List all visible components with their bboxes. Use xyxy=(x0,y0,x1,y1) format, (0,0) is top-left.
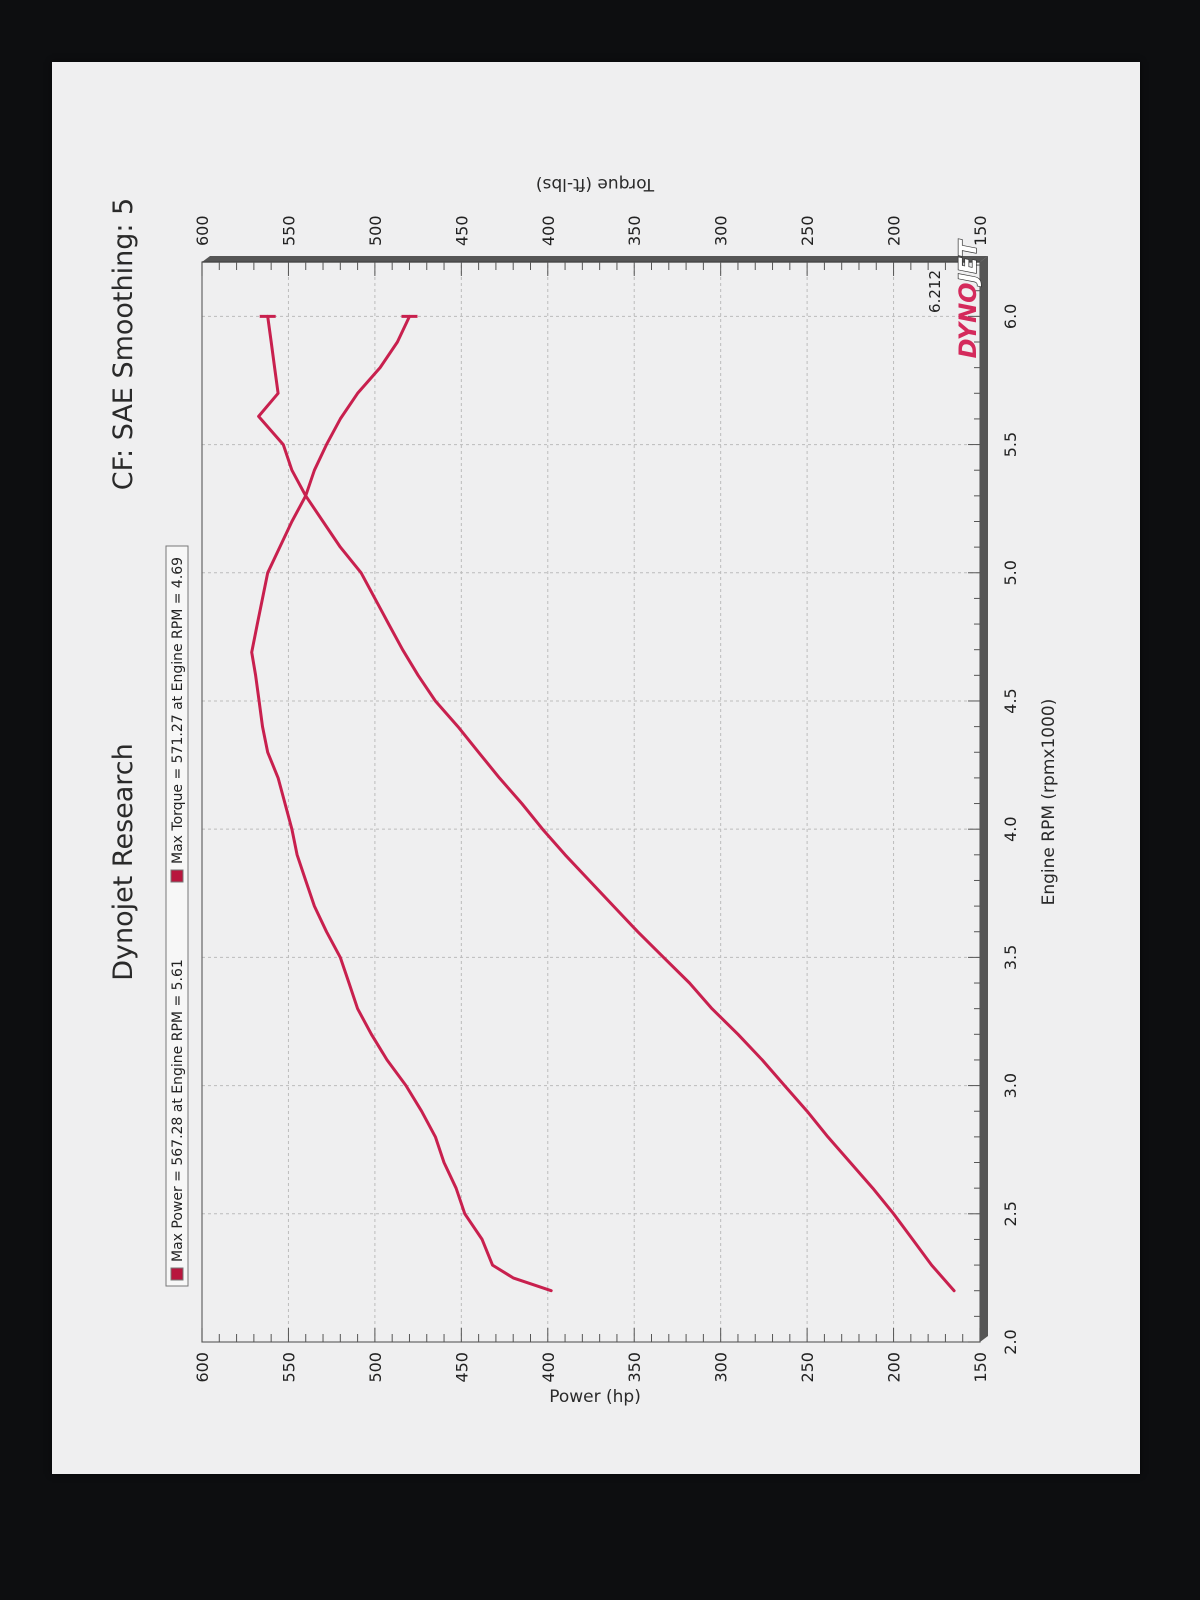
legend-entry-torque: Max Torque = 571.27 at Engine RPM = 4.69 xyxy=(170,557,186,864)
curves xyxy=(250,314,956,1293)
axis-ticks: 2.0 2.5 3.0 3.5 4.0 4.5 5.0 5.5 6.0 150 200 250 300 3… xyxy=(193,215,1020,1382)
x-tick-label: 6.0 xyxy=(1001,304,1020,329)
y-tick-label-right: 250 xyxy=(798,215,817,246)
y-tick-label-right: 300 xyxy=(712,215,731,246)
y-tick-label-left: 600 xyxy=(193,1352,212,1383)
plot-frame xyxy=(201,256,988,1343)
y-tick-label-right: 550 xyxy=(279,215,298,246)
y-tick-label-right: 500 xyxy=(366,215,385,246)
dynojet-logo: DYNOJET xyxy=(953,238,982,358)
y-tick-label-left: 550 xyxy=(279,1352,298,1383)
x-tick-label: 5.5 xyxy=(1001,432,1020,457)
x-tick-label: 5.0 xyxy=(1001,560,1020,585)
legend-entry-power: Max Power = 567.28 at Engine RPM = 5.61 xyxy=(170,959,186,1262)
frame-shadow-bottom xyxy=(980,256,988,1342)
series-line-torque xyxy=(250,314,553,1293)
y-tick-label-right: 150 xyxy=(971,215,990,246)
y-axis-label-right: Torque (ft-lbs) xyxy=(536,174,655,194)
series-line-power xyxy=(257,314,956,1293)
y-tick-label-left: 350 xyxy=(625,1352,644,1383)
x-axis-label: Engine RPM (rpmx1000) xyxy=(1039,699,1059,906)
legend-swatch-power xyxy=(170,1267,184,1281)
legend: Max Power = 567.28 at Engine RPM = 5.61 … xyxy=(165,545,189,1287)
dyno-chart: 2.0 2.5 3.0 3.5 4.0 4.5 5.0 5.5 6.0 150 200 250 300 3… xyxy=(108,174,1059,1407)
rotated-chart-group: 2.0 2.5 3.0 3.5 4.0 4.5 5.0 5.5 6.0 150 200 250 300 3… xyxy=(108,174,1059,1407)
grid-lines xyxy=(201,262,981,1343)
legend-box xyxy=(165,545,189,1287)
y-tick-label-left: 450 xyxy=(452,1352,471,1383)
y-tick-label-right: 600 xyxy=(193,215,212,246)
x-tick-label: 3.0 xyxy=(1001,1073,1020,1098)
plot-border xyxy=(201,261,981,1343)
x-tick-label: 2.5 xyxy=(1001,1201,1020,1226)
y-tick-label-left: 250 xyxy=(798,1352,817,1383)
printout-page: 2.0 2.5 3.0 3.5 4.0 4.5 5.0 5.5 6.0 150 200 250 300 3… xyxy=(52,62,1140,1474)
x-tick-label: 3.5 xyxy=(1001,945,1020,970)
y-tick-label-right: 400 xyxy=(539,215,558,246)
y-tick-label-left: 200 xyxy=(885,1352,904,1383)
y-tick-label-left: 500 xyxy=(366,1352,385,1383)
dynojet-logo-text: DYNOJET xyxy=(954,239,982,358)
y-tick-label-right: 450 xyxy=(452,215,471,246)
y-tick-label-right: 350 xyxy=(625,215,644,246)
chart-title-left: Dynojet Research xyxy=(108,743,139,981)
x-tick-label: 2.0 xyxy=(1001,1329,1020,1354)
y-axis-label-left: Power (hp) xyxy=(549,1387,641,1407)
chart-title-right: CF: SAE Smoothing: 5 xyxy=(108,198,139,491)
y-tick-label-left: 300 xyxy=(712,1352,731,1383)
rpm-marker-label: 6.212 xyxy=(926,270,944,313)
legend-swatch-torque xyxy=(170,869,184,883)
y-tick-label-right: 200 xyxy=(885,215,904,246)
y-tick-label-left: 400 xyxy=(539,1352,558,1383)
y-tick-label-left: 150 xyxy=(971,1352,990,1383)
x-tick-label: 4.0 xyxy=(1001,816,1020,841)
frame-shadow-right xyxy=(202,256,988,262)
x-tick-label: 4.5 xyxy=(1001,688,1020,713)
